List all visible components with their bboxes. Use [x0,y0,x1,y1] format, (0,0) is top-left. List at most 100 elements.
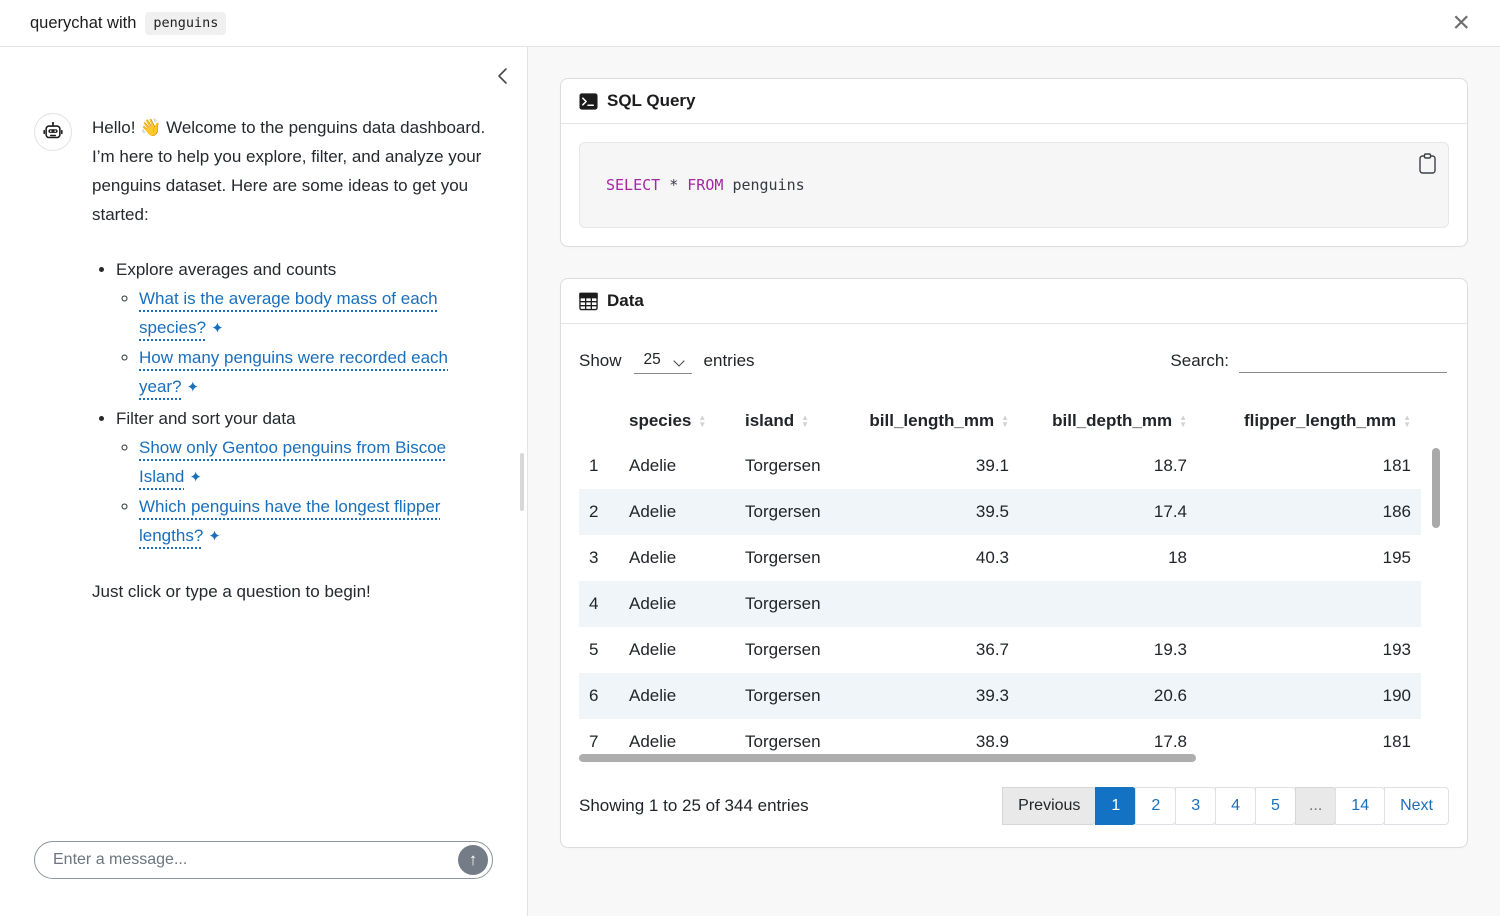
pagination-button-1[interactable]: 1 [1095,787,1137,825]
table-cell: Torgersen [745,640,821,659]
row-number-cell: 4 [589,594,599,613]
suggestion-sublist: Show only Gentoo penguins from Biscoe Is… [116,433,491,551]
column-header-rownum [579,400,619,443]
table-cell: Adelie [629,548,677,567]
sql-query-card-title: SQL Query [607,91,696,110]
table-cell: 181 [1382,732,1411,751]
table-search-input[interactable] [1239,349,1447,373]
table-cell [1197,581,1421,627]
penguins-table: species ▲ ▼ island ▲ ▼ bill_length_mm ▲ ▼ bill_de… [579,400,1421,765]
pagination-button-4[interactable]: 4 [1215,787,1257,825]
data-card-header: Data [561,279,1467,324]
suggestion-link[interactable]: Show only Gentoo penguins from Biscoe Is… [139,438,446,486]
table-scroll-container: species ▲ ▼ island ▲ ▼ bill_length_mm ▲ ▼ bill_de… [579,400,1449,765]
clipboard-icon [1419,153,1436,174]
column-header-label: flipper_length_mm [1243,411,1397,430]
dashboard-area: SQL Query SELECT * FROM penguins [528,47,1500,916]
chat-message-input[interactable] [53,851,458,869]
sort-icon: ▲ ▼ [1403,412,1411,429]
table-row[interactable]: 5 Adelie Torgersen 36.7 19.3 193 [579,627,1421,673]
suggestion-link[interactable]: What is the average body mass of each sp… [139,289,438,337]
table-cell: 38.9 [975,732,1009,751]
page-length-select[interactable]: 25 [633,348,692,374]
app-title-text: querychat with [30,13,137,32]
column-header-flipper_length_mm[interactable]: flipper_length_mm ▲ ▼ [1197,400,1421,443]
table-cell: 39.5 [975,502,1009,521]
collapse-sidebar-button[interactable] [492,63,513,89]
table-footer: Showing 1 to 25 of 344 entries Previous 1… [579,787,1449,829]
column-header-species[interactable]: species ▲ ▼ [619,400,735,443]
chat-message-area: Hello! 👋 Welcome to the penguins data da… [0,47,527,841]
chat-input-row: ↑ [0,841,527,916]
table-row[interactable]: 1 Adelie Torgersen 39.1 18.7 181 [579,443,1421,489]
column-header-bill_depth_mm[interactable]: bill_depth_mm ▲ ▼ [1019,400,1197,443]
arrow-up-icon: ↑ [468,849,478,869]
panel-resize-handle[interactable] [520,453,524,511]
suggestion-link[interactable]: How many penguins were recorded each yea… [139,348,448,396]
page-length-select-wrap: 25 [633,348,692,374]
close-button[interactable]: × [1448,8,1474,38]
pagination-button-next[interactable]: Next [1384,787,1449,825]
table-row[interactable]: 7 Adelie Torgersen 38.9 17.8 181 [579,719,1421,765]
horizontal-scrollbar[interactable] [579,754,1196,762]
table-cell: 186 [1382,502,1411,521]
sql-query-card-header: SQL Query [561,79,1467,124]
search-label: Search: [1170,351,1229,370]
column-header-island[interactable]: island ▲ ▼ [735,400,847,443]
table-cell: 20.6 [1153,686,1187,705]
row-number-cell: 3 [589,548,599,567]
table-cell: Torgersen [745,594,821,613]
robot-avatar-icon [34,113,72,151]
table-cell: Adelie [629,686,677,705]
table-cell: 18.7 [1153,456,1187,475]
table-row[interactable]: 4 Adelie Torgersen [579,581,1421,627]
suggestion-item: How many penguins were recorded each yea… [139,343,491,402]
entries-label: entries [703,351,755,370]
table-cell: Adelie [629,732,677,751]
table-cell: Torgersen [745,548,821,567]
sql-table-name: penguins [732,176,805,194]
pagination-button-3[interactable]: 3 [1175,787,1217,825]
app-title: querychat with penguins [30,11,227,35]
pagination-button-14[interactable]: 14 [1335,787,1386,825]
pagination-button-2[interactable]: 2 [1135,787,1177,825]
send-message-button[interactable]: ↑ [458,845,488,875]
data-card-title: Data [607,291,644,310]
table-cell: Adelie [629,456,677,475]
sql-keyword: SELECT [606,176,661,194]
message-intro: Hello! 👋 Welcome to the penguins data da… [92,118,486,224]
sql-query-card: SQL Query SELECT * FROM penguins [560,78,1468,247]
table-row[interactable]: 3 Adelie Torgersen 40.3 18 195 [579,535,1421,581]
row-number-cell: 2 [589,502,599,521]
suggestion-item: Show only Gentoo penguins from Biscoe Is… [139,433,491,492]
copy-code-button[interactable] [1417,151,1438,176]
sql-operator: * [669,176,679,194]
column-header-label: island [745,411,795,430]
sparkle-icon: ✦ [208,528,221,545]
table-header-row: species ▲ ▼ island ▲ ▼ bill_length_mm ▲ ▼ bill_de… [579,400,1421,443]
column-header-label: bill_length_mm [869,411,995,430]
close-icon: × [1452,6,1470,39]
suggestion-group: Explore averages and counts What is the a… [116,255,491,402]
column-header-label: bill_depth_mm [1052,411,1173,430]
sort-icon: ▲ ▼ [698,412,707,429]
column-header-bill_length_mm[interactable]: bill_length_mm ▲ ▼ [847,400,1019,443]
table-row[interactable]: 2 Adelie Torgersen 39.5 17.4 186 [579,489,1421,535]
sort-icon: ▲ ▼ [1001,412,1009,429]
assistant-message: Hello! 👋 Welcome to the penguins data da… [34,113,491,606]
table-row[interactable]: 6 Adelie Torgersen 39.3 20.6 190 [579,673,1421,719]
table-cell: Torgersen [745,456,821,475]
table-cell: 39.1 [975,456,1009,475]
table-cell: Torgersen [745,686,821,705]
pagination-button-5[interactable]: 5 [1255,787,1296,825]
table-cell: 190 [1382,686,1411,705]
table-cell: 19.3 [1153,640,1187,659]
suggestion-link[interactable]: Which penguins have the longest flipper … [139,497,440,545]
sql-code: SELECT * FROM penguins [606,176,805,194]
table-cell [1019,581,1197,627]
table-cell: 18 [1168,548,1187,567]
row-number-cell: 1 [589,456,599,475]
vertical-scrollbar[interactable] [1432,448,1440,528]
table-cell: 17.8 [1153,732,1187,751]
